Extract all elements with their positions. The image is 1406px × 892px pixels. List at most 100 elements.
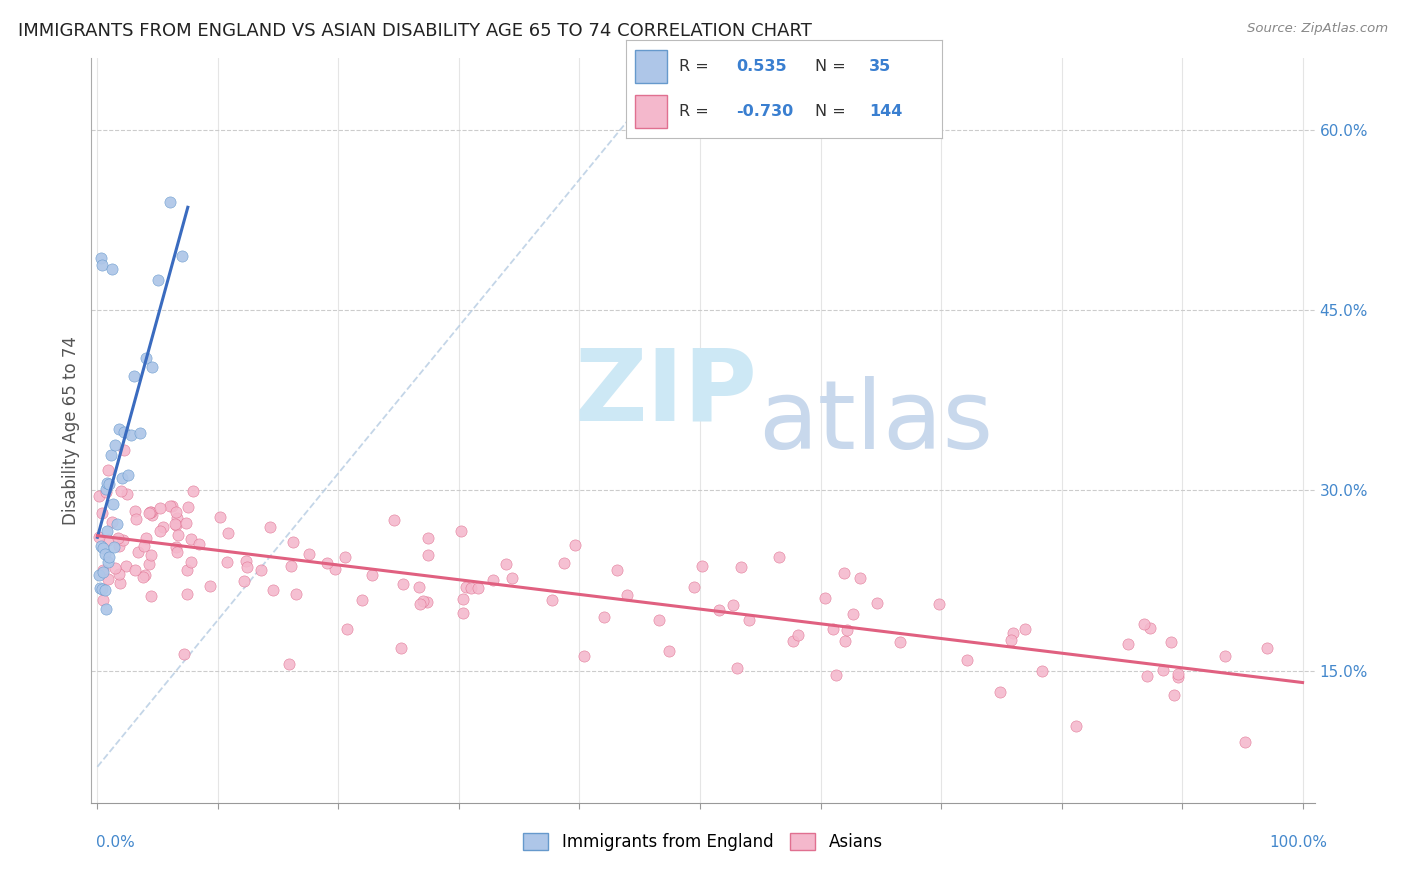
Point: [1001, 625, 1024, 640]
Point: [91, 582, 114, 596]
Point: [928, 597, 950, 611]
Point: [138, 506, 160, 520]
Point: [495, 558, 517, 572]
Bar: [636, 50, 666, 83]
Point: [148, 500, 170, 515]
Text: R =: R =: [679, 59, 709, 74]
Point: [416, 595, 439, 609]
Text: -0.730: -0.730: [737, 104, 793, 120]
Point: [166, 511, 188, 525]
Point: [1167, 667, 1189, 681]
Point: [107, 540, 129, 554]
Point: [606, 564, 628, 578]
Point: [108, 575, 131, 590]
Point: [564, 538, 586, 552]
Point: [217, 555, 239, 569]
Point: [90, 506, 112, 520]
Point: [1233, 735, 1256, 749]
Point: [128, 426, 150, 441]
Point: [316, 557, 339, 571]
Point: [451, 606, 474, 620]
Point: [117, 468, 139, 483]
Point: [165, 505, 187, 519]
Point: [1213, 648, 1236, 663]
Point: [451, 591, 474, 606]
Point: [91, 592, 114, 607]
Point: [105, 517, 128, 532]
Point: [96, 463, 118, 477]
Point: [408, 597, 430, 611]
Point: [176, 563, 198, 577]
Point: [180, 555, 202, 569]
Point: [616, 588, 638, 602]
Point: [408, 580, 430, 594]
Point: [866, 596, 889, 610]
Point: [1152, 664, 1174, 678]
Point: [725, 660, 748, 674]
Point: [988, 684, 1011, 698]
Point: [592, 610, 614, 624]
Point: [1139, 621, 1161, 635]
Point: [235, 553, 257, 567]
Point: [96, 476, 118, 491]
Point: [709, 602, 731, 616]
Point: [94, 484, 117, 499]
Point: [132, 570, 155, 584]
Bar: [636, 95, 666, 128]
Point: [416, 531, 439, 545]
Point: [336, 622, 359, 636]
Point: [389, 641, 412, 656]
Point: [249, 563, 271, 577]
Point: [553, 556, 575, 570]
Point: [97, 572, 120, 586]
Point: [115, 487, 138, 501]
Point: [139, 548, 162, 562]
Point: [648, 613, 671, 627]
Point: [335, 549, 357, 564]
Point: [139, 505, 162, 519]
Point: [692, 558, 714, 573]
Text: R =: R =: [679, 104, 709, 120]
Point: [181, 484, 204, 499]
Point: [1163, 688, 1185, 702]
Point: [323, 562, 346, 576]
Text: ZIP: ZIP: [575, 344, 758, 442]
Point: [91, 563, 114, 577]
Point: [141, 589, 163, 603]
Point: [93, 565, 115, 579]
Point: [280, 559, 302, 574]
Point: [112, 443, 135, 458]
Point: [111, 533, 134, 547]
Point: [93, 583, 115, 598]
Point: [138, 557, 160, 571]
Point: [350, 592, 373, 607]
Point: [298, 547, 321, 561]
Point: [278, 657, 301, 672]
Point: [956, 653, 979, 667]
Point: [782, 634, 804, 648]
Point: [391, 576, 413, 591]
Point: [135, 532, 157, 546]
Point: [450, 524, 472, 539]
Point: [165, 540, 187, 554]
Point: [832, 566, 855, 581]
Point: [141, 505, 163, 519]
Point: [1160, 634, 1182, 648]
Point: [98, 549, 121, 564]
Point: [721, 598, 744, 612]
Point: [456, 580, 478, 594]
Point: [889, 635, 911, 649]
Point: [834, 634, 856, 648]
Point: [1031, 665, 1053, 679]
Point: [848, 571, 870, 585]
Text: N =: N =: [815, 59, 846, 74]
Point: [89, 581, 111, 595]
Point: [108, 566, 131, 581]
Point: [101, 497, 124, 511]
Point: [159, 195, 181, 210]
Point: [825, 668, 848, 682]
Text: 144: 144: [869, 104, 903, 120]
Point: [382, 513, 405, 527]
Point: [835, 623, 858, 637]
Point: [281, 535, 304, 549]
